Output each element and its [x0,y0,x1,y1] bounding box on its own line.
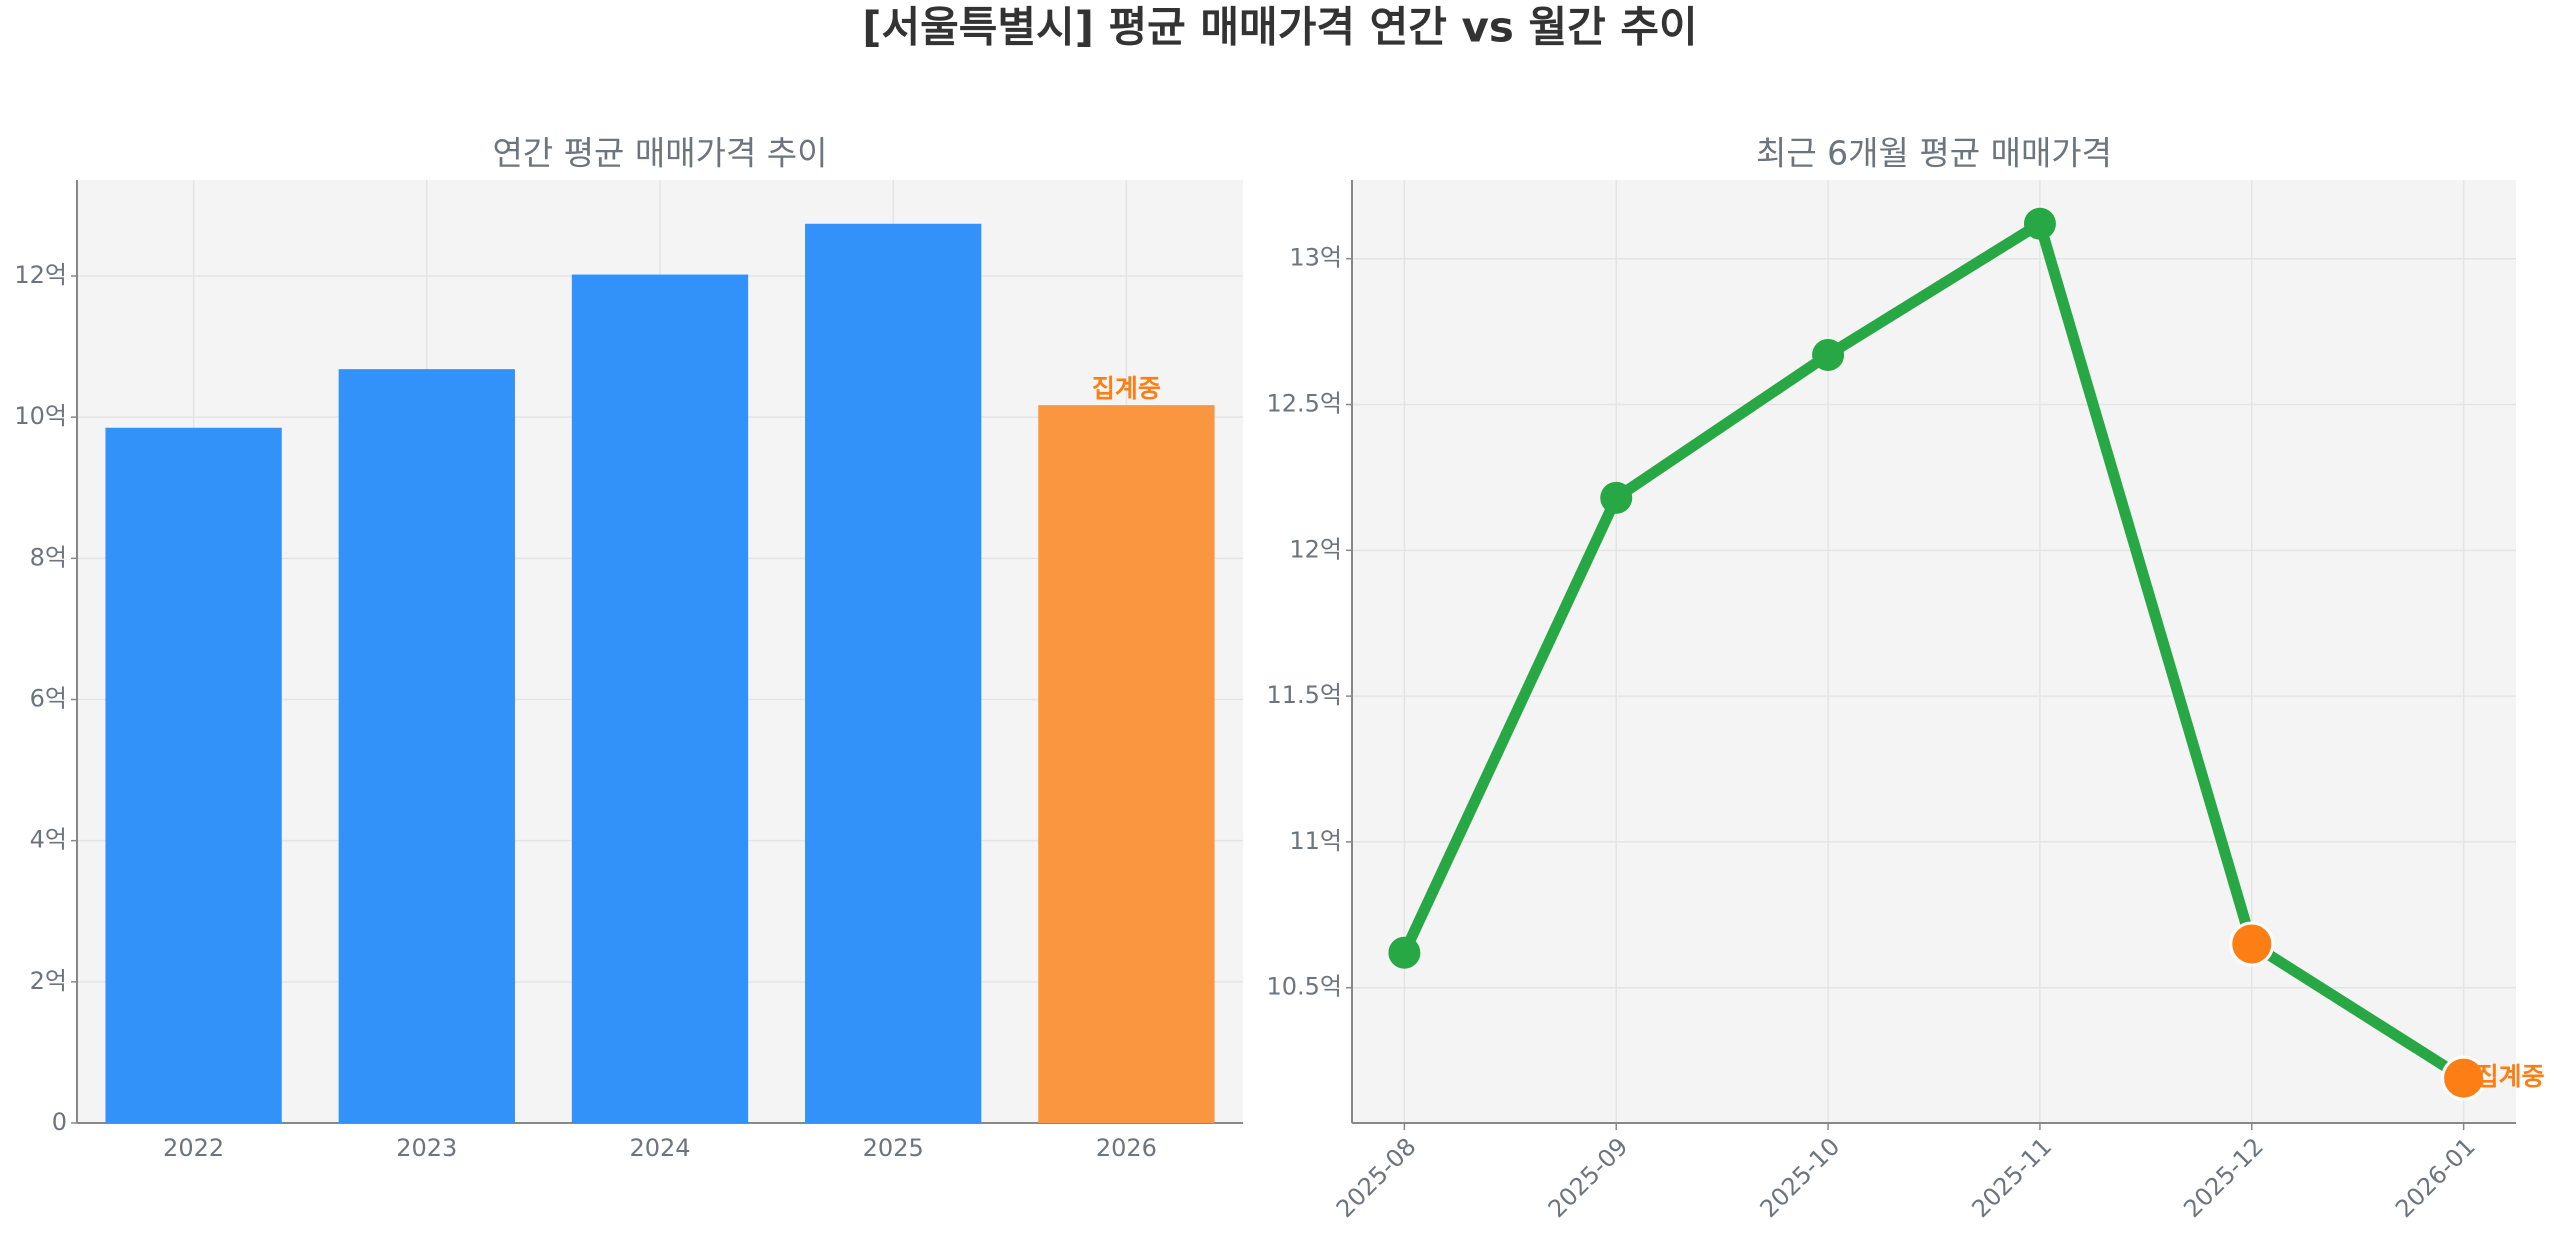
marker [1600,481,1633,514]
bar [571,274,749,1123]
y-tick-label: 8억 [30,543,67,571]
x-tick-label: 2022 [163,1134,224,1162]
marker [2023,207,2056,240]
marker [1812,338,1845,371]
x-tick-label: 2024 [629,1134,690,1162]
y-tick-label: 11.5억 [1266,681,1342,709]
y-tick-label: 12억 [14,261,67,289]
x-tick-label: 2025 [863,1134,924,1162]
plot-area [1352,180,2516,1123]
x-tick-label: 2025-12 [2178,1132,2269,1223]
y-tick-label: 10억 [14,402,67,430]
subplot-title: 연간 평균 매매가격 추이 [492,134,827,173]
marker [2441,1055,2487,1101]
x-tick-label: 2023 [396,1134,457,1162]
x-tick-label: 2025-11 [1966,1132,2057,1223]
x-tick-label: 2025-08 [1331,1132,1422,1223]
y-tick-label: 13억 [1289,244,1342,272]
y-tick-label: 11억 [1289,827,1342,855]
x-tick-label: 2025-09 [1543,1132,1634,1223]
bar [1038,405,1215,1123]
y-tick-label: 0 [52,1108,67,1136]
y-tick-label: 12.5억 [1266,390,1342,418]
line [1399,218,2467,1083]
bar [805,223,982,1124]
annotation: 집계중 [2476,1062,2545,1091]
marker [2229,921,2275,967]
x-tick-label: 2026 [1096,1134,1157,1162]
page-title: [서울특별시] 평균 매매가격 연간 vs 월간 추이 [862,3,1697,52]
bar [338,369,515,1123]
y-tick-label: 4억 [30,826,67,854]
y-tick-label: 10.5억 [1266,973,1342,1001]
y-tick-label: 6억 [30,684,67,712]
bar [105,427,282,1123]
subplot-title: 최근 6개월 평균 매매가격 [1756,134,2112,173]
y-tick-label: 2억 [30,967,67,995]
marker [1388,936,1421,969]
x-tick-label: 2026-01 [2390,1132,2481,1223]
y-tick-label: 12억 [1289,535,1342,563]
x-tick-label: 2025-10 [1755,1132,1846,1223]
annotation: 집계중 [1092,374,1161,403]
